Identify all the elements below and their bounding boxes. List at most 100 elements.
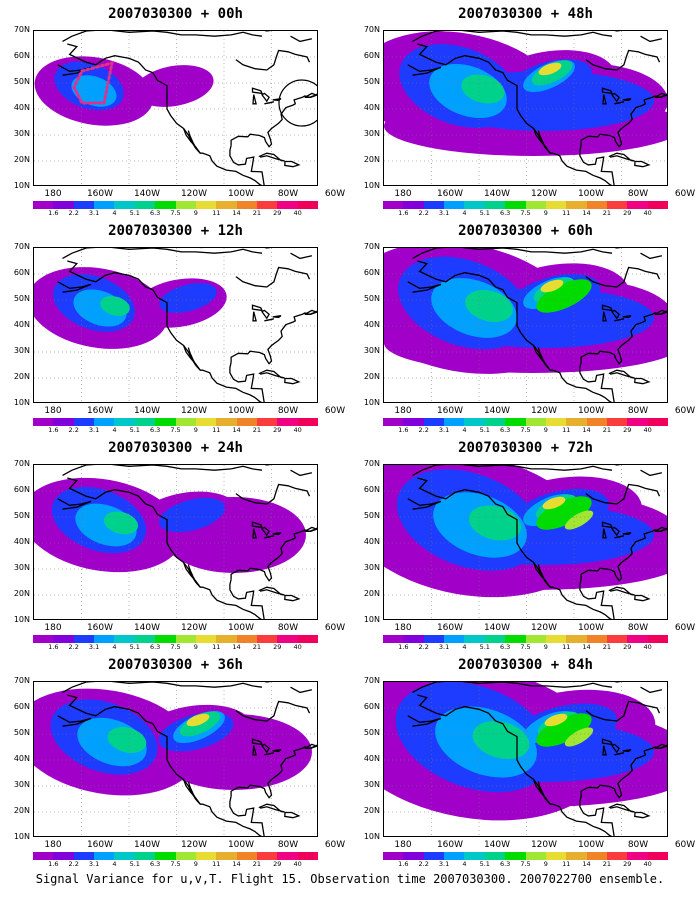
colorbar-swatch bbox=[114, 418, 135, 426]
longitude-label: 60W bbox=[674, 840, 696, 850]
longitude-label: 100W bbox=[227, 840, 255, 850]
colorbar bbox=[383, 635, 669, 643]
colorbar-label: 21 bbox=[252, 643, 262, 651]
latitude-label: 30N bbox=[363, 780, 380, 789]
colorbar-swatch bbox=[236, 418, 257, 426]
figure-caption: Signal Variance for u,v,T. Flight 15. Ob… bbox=[35, 872, 665, 886]
colorbar-swatch bbox=[484, 418, 506, 426]
latitude-label: 10N bbox=[363, 832, 380, 841]
coastline bbox=[608, 803, 635, 813]
map-panel: 2007030300 + 12h 70N 60N 50N 40N 30N 20N 10N 180… bbox=[0, 217, 350, 434]
colorbar-label: 11 bbox=[562, 209, 571, 217]
longitude-label: 160W bbox=[86, 623, 114, 633]
map-frame bbox=[383, 247, 668, 403]
latitude-label: 10N bbox=[363, 181, 380, 190]
coastline bbox=[634, 594, 651, 602]
longitude-label: 60W bbox=[674, 189, 696, 199]
map-panel: 2007030300 + 84h 70N 60N 50N 40N 30N 20N 10N 180… bbox=[350, 651, 700, 868]
colorbar-swatch bbox=[484, 201, 506, 209]
coastline bbox=[412, 682, 613, 693]
coastline bbox=[252, 745, 257, 756]
colorbar-label: 6.3 bbox=[149, 426, 161, 434]
longitude-label: 180 bbox=[394, 840, 412, 850]
coastline bbox=[602, 745, 607, 756]
colorbar-label: 3.1 bbox=[88, 209, 100, 217]
colorbar-swatch bbox=[545, 418, 567, 426]
colorbar-label: 29 bbox=[273, 426, 282, 434]
colorbar-swatch bbox=[647, 635, 669, 643]
colorbar-swatch bbox=[94, 418, 115, 426]
colorbar-label: 2.2 bbox=[68, 426, 79, 434]
colorbar-swatch bbox=[566, 201, 587, 209]
coastline bbox=[284, 377, 301, 385]
colorbar-swatch bbox=[444, 418, 465, 426]
variance-contour bbox=[564, 727, 594, 747]
coastline bbox=[251, 304, 264, 312]
latitude-label: 60N bbox=[13, 485, 30, 494]
coastline bbox=[304, 92, 317, 98]
latitude-label: 10N bbox=[363, 615, 380, 624]
latitude-label: 50N bbox=[363, 77, 380, 86]
colorbar-label: 5.1 bbox=[129, 860, 140, 868]
longitude-label: 80W bbox=[277, 406, 299, 416]
longitude-label: 100W bbox=[577, 840, 605, 850]
colorbar-swatch bbox=[195, 201, 217, 209]
coastline bbox=[579, 362, 615, 402]
colorbar-swatch bbox=[216, 852, 237, 860]
panel-title: 2007030300 + 12h bbox=[108, 223, 243, 239]
latitude-label: 40N bbox=[363, 754, 380, 763]
colorbar-label: 11 bbox=[212, 209, 221, 217]
colorbar-label: 4 bbox=[462, 860, 467, 868]
coastline bbox=[614, 752, 625, 756]
latitude-label: 70N bbox=[13, 25, 30, 34]
colorbar-swatch bbox=[94, 201, 115, 209]
longitude-label: 80W bbox=[627, 189, 649, 199]
colorbar-label: 3.1 bbox=[438, 209, 450, 217]
latitude-label: 20N bbox=[363, 806, 380, 815]
longitude-label: 140W bbox=[483, 189, 511, 199]
variance-contour bbox=[103, 511, 139, 535]
colorbar bbox=[33, 635, 319, 643]
variance-contour bbox=[186, 713, 210, 727]
colorbar-label: 4 bbox=[112, 426, 117, 434]
colorbar-label: 29 bbox=[623, 643, 632, 651]
coastline bbox=[532, 562, 551, 588]
colorbar-label: 1.6 bbox=[398, 643, 409, 651]
colorbar-swatch bbox=[525, 418, 546, 426]
panel-title: 2007030300 + 48h bbox=[458, 6, 593, 22]
latitude-label: 60N bbox=[363, 485, 380, 494]
coastline bbox=[252, 94, 257, 105]
colorbar-swatch bbox=[73, 852, 95, 860]
colorbar bbox=[33, 418, 319, 426]
map-panel: 2007030300 + 60h 70N 60N 50N 40N 30N 20N 10N 180… bbox=[350, 217, 700, 434]
latitude-label: 30N bbox=[13, 563, 30, 572]
coastline bbox=[579, 579, 615, 619]
colorbar-label: 2.2 bbox=[418, 426, 429, 434]
longitude-label: 60W bbox=[674, 623, 696, 633]
coastline bbox=[290, 252, 313, 260]
coastline bbox=[417, 260, 613, 402]
colorbar-swatch bbox=[216, 201, 237, 209]
colorbar-label: 5.1 bbox=[129, 426, 140, 434]
coastline bbox=[585, 700, 661, 722]
panel-title: 2007030300 + 00h bbox=[108, 6, 243, 22]
longitude-label: 160W bbox=[86, 406, 114, 416]
colorbar-swatch bbox=[586, 852, 607, 860]
latitude-label: 50N bbox=[363, 294, 380, 303]
map-frame bbox=[383, 30, 668, 186]
colorbar-swatch bbox=[545, 635, 567, 643]
coastline bbox=[57, 498, 92, 510]
longitude-label: 100W bbox=[227, 623, 255, 633]
colorbar-swatch bbox=[297, 635, 319, 643]
colorbar-swatch bbox=[114, 201, 135, 209]
coastline bbox=[261, 309, 270, 320]
colorbar-swatch bbox=[647, 852, 669, 860]
colorbar-label: 29 bbox=[623, 860, 632, 868]
panel-title: 2007030300 + 24h bbox=[108, 440, 243, 456]
colorbar-label: 7.5 bbox=[170, 209, 181, 217]
colorbar-label: 1.6 bbox=[398, 426, 409, 434]
colorbar-label: 3.1 bbox=[88, 426, 100, 434]
coastline bbox=[532, 345, 551, 371]
colorbar-label: 21 bbox=[602, 860, 612, 868]
coastline bbox=[412, 248, 613, 259]
